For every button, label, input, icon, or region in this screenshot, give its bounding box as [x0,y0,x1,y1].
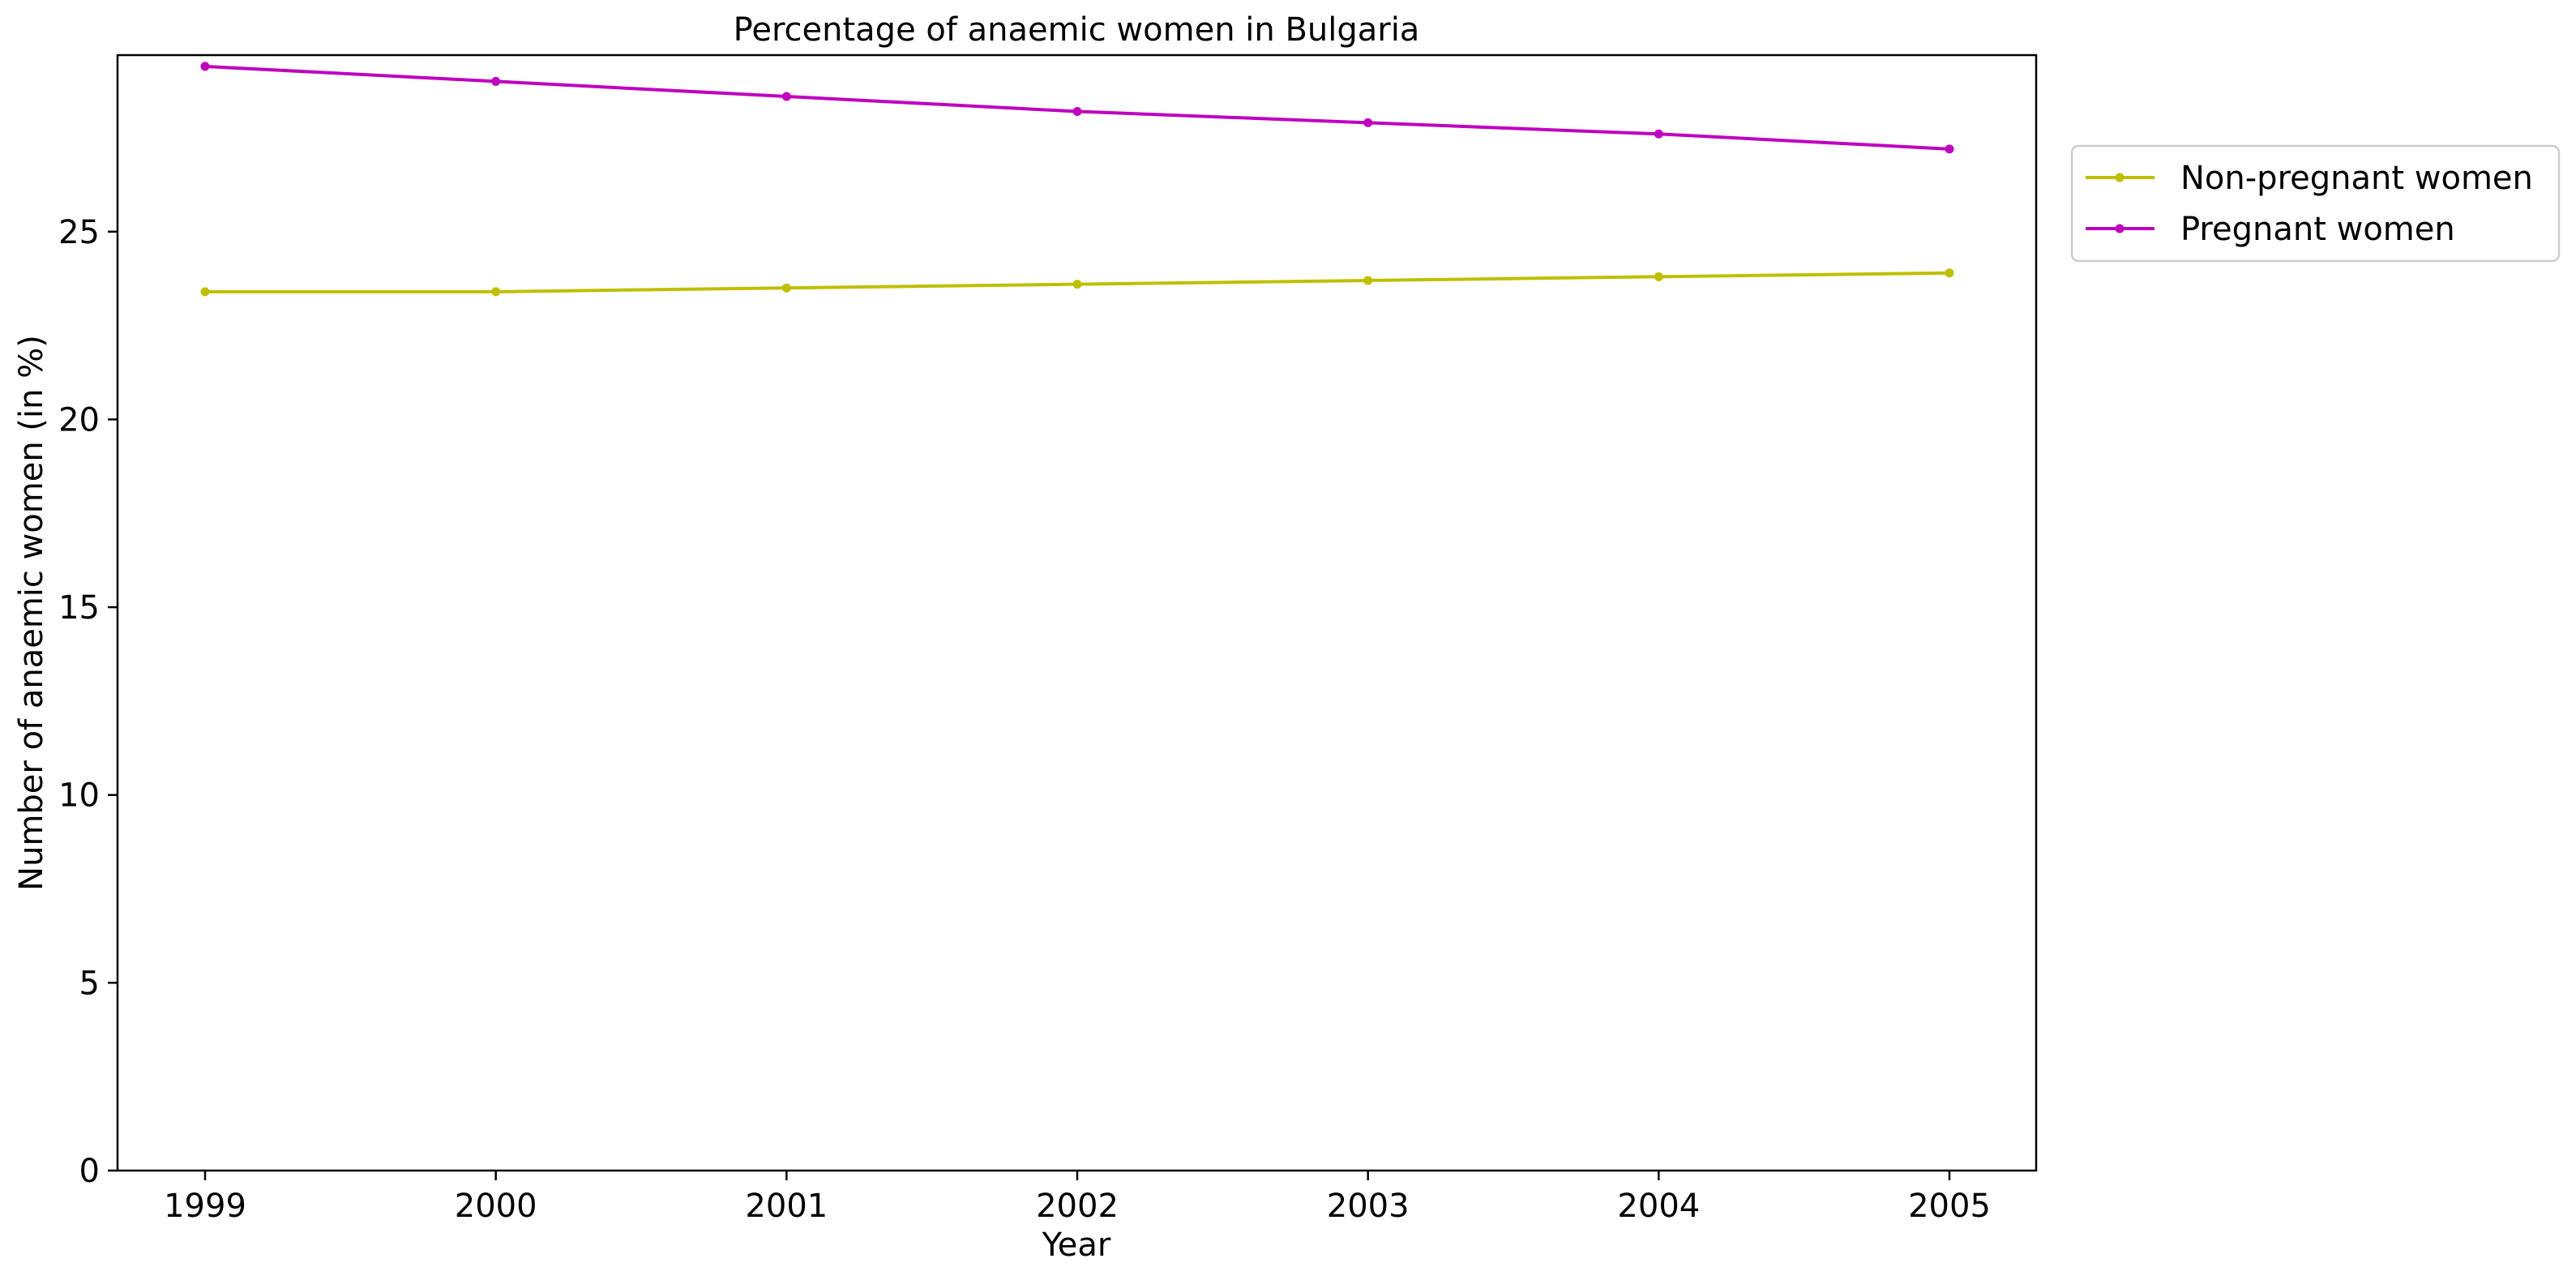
y-tick-label: 20 [58,401,100,439]
x-tick-label: 2003 [1327,1188,1410,1225]
x-tick-label: 1999 [164,1188,246,1225]
plot-frame [116,54,2038,1172]
y-tick-label: 15 [58,589,100,627]
x-tick-label: 2004 [1617,1188,1700,1225]
x-tick-label: 2001 [745,1188,828,1225]
data-point [1654,272,1663,281]
legend-swatch-marker [2115,173,2125,182]
y-tick-label: 5 [79,965,100,1002]
plot-area: 0 5 10 15 20 25 1999 2000 2001 2002 2003 2004 2005 [58,62,1991,1225]
data-point [1945,268,1954,278]
data-point [781,92,791,101]
chart-title: Percentage of anaemic women in Bulgaria [734,11,1420,49]
x-tick-label: 2005 [1908,1188,1991,1225]
data-point [1363,118,1373,127]
data-point [1072,280,1082,289]
x-axis-title: Year [1042,1226,1111,1264]
y-tick-label: 0 [79,1153,100,1190]
x-tick-label: 2002 [1036,1188,1119,1225]
legend-label: Pregnant women [2180,211,2455,248]
y-tick-label: 10 [58,777,100,815]
legend-items: Non-pregnant women Pregnant women [2086,160,2533,248]
legend-box [2070,144,2561,263]
y-axis-title: Number of anaemic women (in %) [13,335,50,891]
x-tick-label: 2000 [455,1188,537,1225]
legend-swatch-marker [2115,224,2125,233]
data-point [491,287,501,297]
data-point [781,283,791,293]
data-point [491,76,501,86]
legend-label: Non-pregnant women [2180,160,2533,197]
y-tick-label: 25 [58,214,100,251]
data-point [1363,276,1373,285]
data-point [200,62,210,71]
data-point [200,287,210,297]
legend: Non-pregnant women Pregnant women [2070,144,2561,263]
data-point [1945,144,1954,154]
data-point [1654,129,1663,139]
data-point [1072,106,1082,116]
